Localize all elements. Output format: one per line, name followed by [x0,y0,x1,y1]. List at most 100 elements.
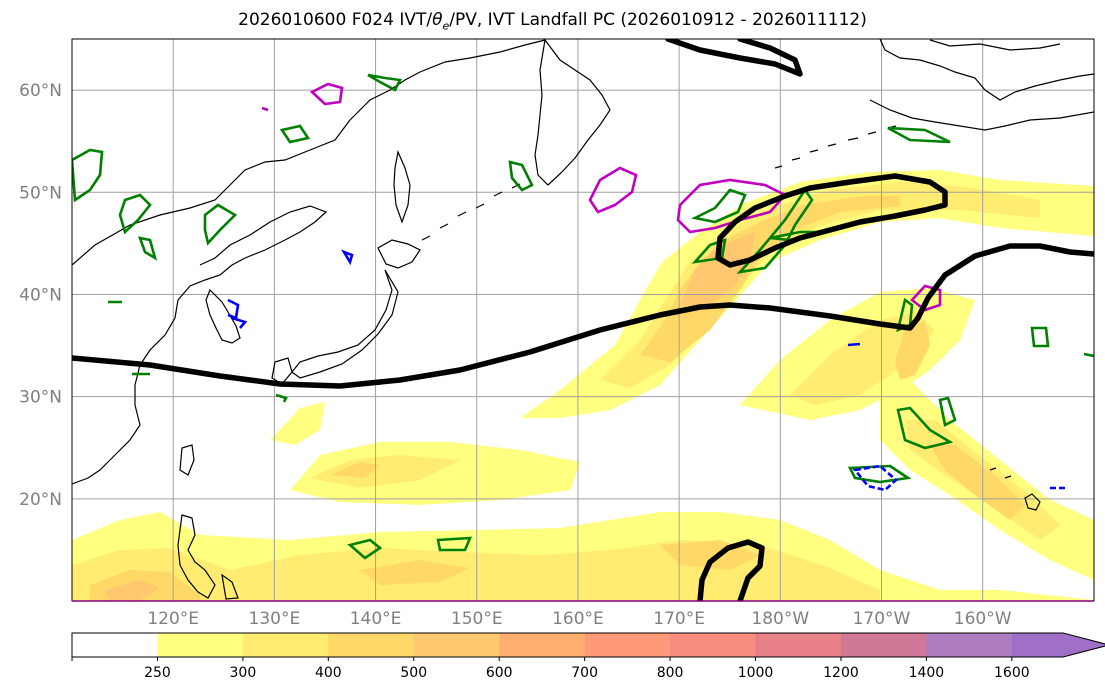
lon-tick-label: 170°E [653,609,705,629]
lat-tick-label: 60°N [19,81,62,101]
green-contour [896,406,954,450]
colorbar-tick-label: 600 [486,665,513,681]
kamchatka-coast [534,39,611,186]
longitude-labels: 120°E 130°E 140°E 150°E 160°E 170°E 180°W 170°W… [147,609,1011,629]
lon-tick-label: 170°W [853,609,911,629]
ivt-river-core [680,232,755,305]
pv-contour-loop [715,173,948,268]
blue-contour [852,464,898,492]
lon-tick-label: 130°E [249,609,301,629]
ivt-south-core [90,540,760,601]
ivt-shading [72,170,1094,601]
colorbar-tick-label: 250 [144,665,171,681]
green-contour [72,148,104,203]
blue-contour [847,342,861,347]
green-contour [138,236,158,261]
colorbar-tick-label: 1200 [823,665,859,681]
pv-contour-north [665,39,803,77]
lon-tick-label: 120°E [147,609,199,629]
aleutian-islands [774,125,897,169]
colorbar-tick-label: 1000 [738,665,774,681]
colorbar-tick-label: 1600 [994,665,1030,681]
theta-e-contours [72,73,1094,560]
blue-contour [227,298,248,329]
colorbar-tick-label: 400 [315,665,342,681]
lon-tick-label: 150°E [451,609,503,629]
colorbar-segment [840,633,927,657]
lat-tick-label: 50°N [19,183,62,203]
green-contour [108,300,1094,403]
magenta-contour [588,166,638,214]
lon-tick-label: 180°W [751,609,809,629]
colorbar-tick-label: 800 [657,665,684,681]
ivt-west-core [330,462,380,478]
magenta-contour [309,82,344,106]
alaska-coast [869,39,1094,131]
asia-coast [72,39,546,485]
hokkaido-coast [377,239,421,269]
colorbar-tick-label: 500 [400,665,427,681]
latitude-labels: 20°N 30°N 40°N 50°N 60°N [19,81,62,510]
colorbar-segment [328,633,415,657]
colorbar: 250 300 400 500 600 700 800 1000 1200 1400 1600 [71,632,1105,681]
hawaii-islands [989,467,1041,511]
lat-tick-label: 30°N [19,388,62,408]
lon-tick-label: 160°W [954,609,1012,629]
blue-contour [340,249,354,266]
pv-contour-south [697,539,765,601]
ivt-branch-core [895,320,930,380]
green-contour [367,73,402,92]
taiwan-coast [179,444,195,476]
green-contour [887,126,951,144]
sakhalin-coast [393,149,411,224]
colorbar-segment [157,633,244,657]
green-contour [691,188,747,224]
lon-tick-label: 160°E [552,609,604,629]
colorbar-segment [926,633,1013,657]
green-contour [508,160,534,192]
colorbar-segment [72,633,158,657]
colorbar-segment [413,633,500,657]
colorbar-segment [755,633,842,657]
colorbar-outline [71,632,1105,658]
pv-contour-main [72,243,1094,389]
green-contour [347,538,383,560]
magenta-contour [261,106,269,112]
colorbar-segment [499,633,586,657]
kyushu-coast [271,357,293,385]
green-contour [691,238,727,264]
green-contour [736,187,814,274]
chart-title: 2026010600 F024 IVT/θe/PV, IVT Landfall … [238,10,867,33]
ivt-river-inner [640,196,900,362]
gridlines [72,39,1094,601]
theta-e-magenta-contours [261,82,942,312]
colorbar-tick-label: 700 [571,665,598,681]
ivt-se-core [930,445,1025,520]
green-contour [279,124,311,144]
colorbar-segment [242,633,329,657]
lon-tick-label: 140°E [350,609,402,629]
green-contour [938,396,957,427]
philippines-coast [177,514,239,600]
ivt-south-core2 [105,580,160,601]
colorbar-tick-label: 1400 [909,665,945,681]
green-contour [847,464,912,484]
colorbar-segment [584,633,671,657]
coastlines [72,39,1094,600]
lat-tick-label: 40°N [19,285,62,305]
green-contour [118,193,152,235]
colorbar-segment [670,633,757,657]
green-contour [1030,326,1050,348]
green-contour [436,536,473,552]
ivt-west-mid [310,455,460,488]
magenta-contour [676,178,788,234]
theta-e-blue-contours [227,249,1066,492]
theta-e-green-contours [72,73,1094,560]
colorbar-extend-arrow [1011,633,1105,657]
pv-contours [72,39,1094,601]
ivt-patch-japan [270,402,325,445]
ivt-branch-mid [790,312,935,405]
korea-coast [205,288,241,344]
lat-tick-label: 20°N [19,490,62,510]
